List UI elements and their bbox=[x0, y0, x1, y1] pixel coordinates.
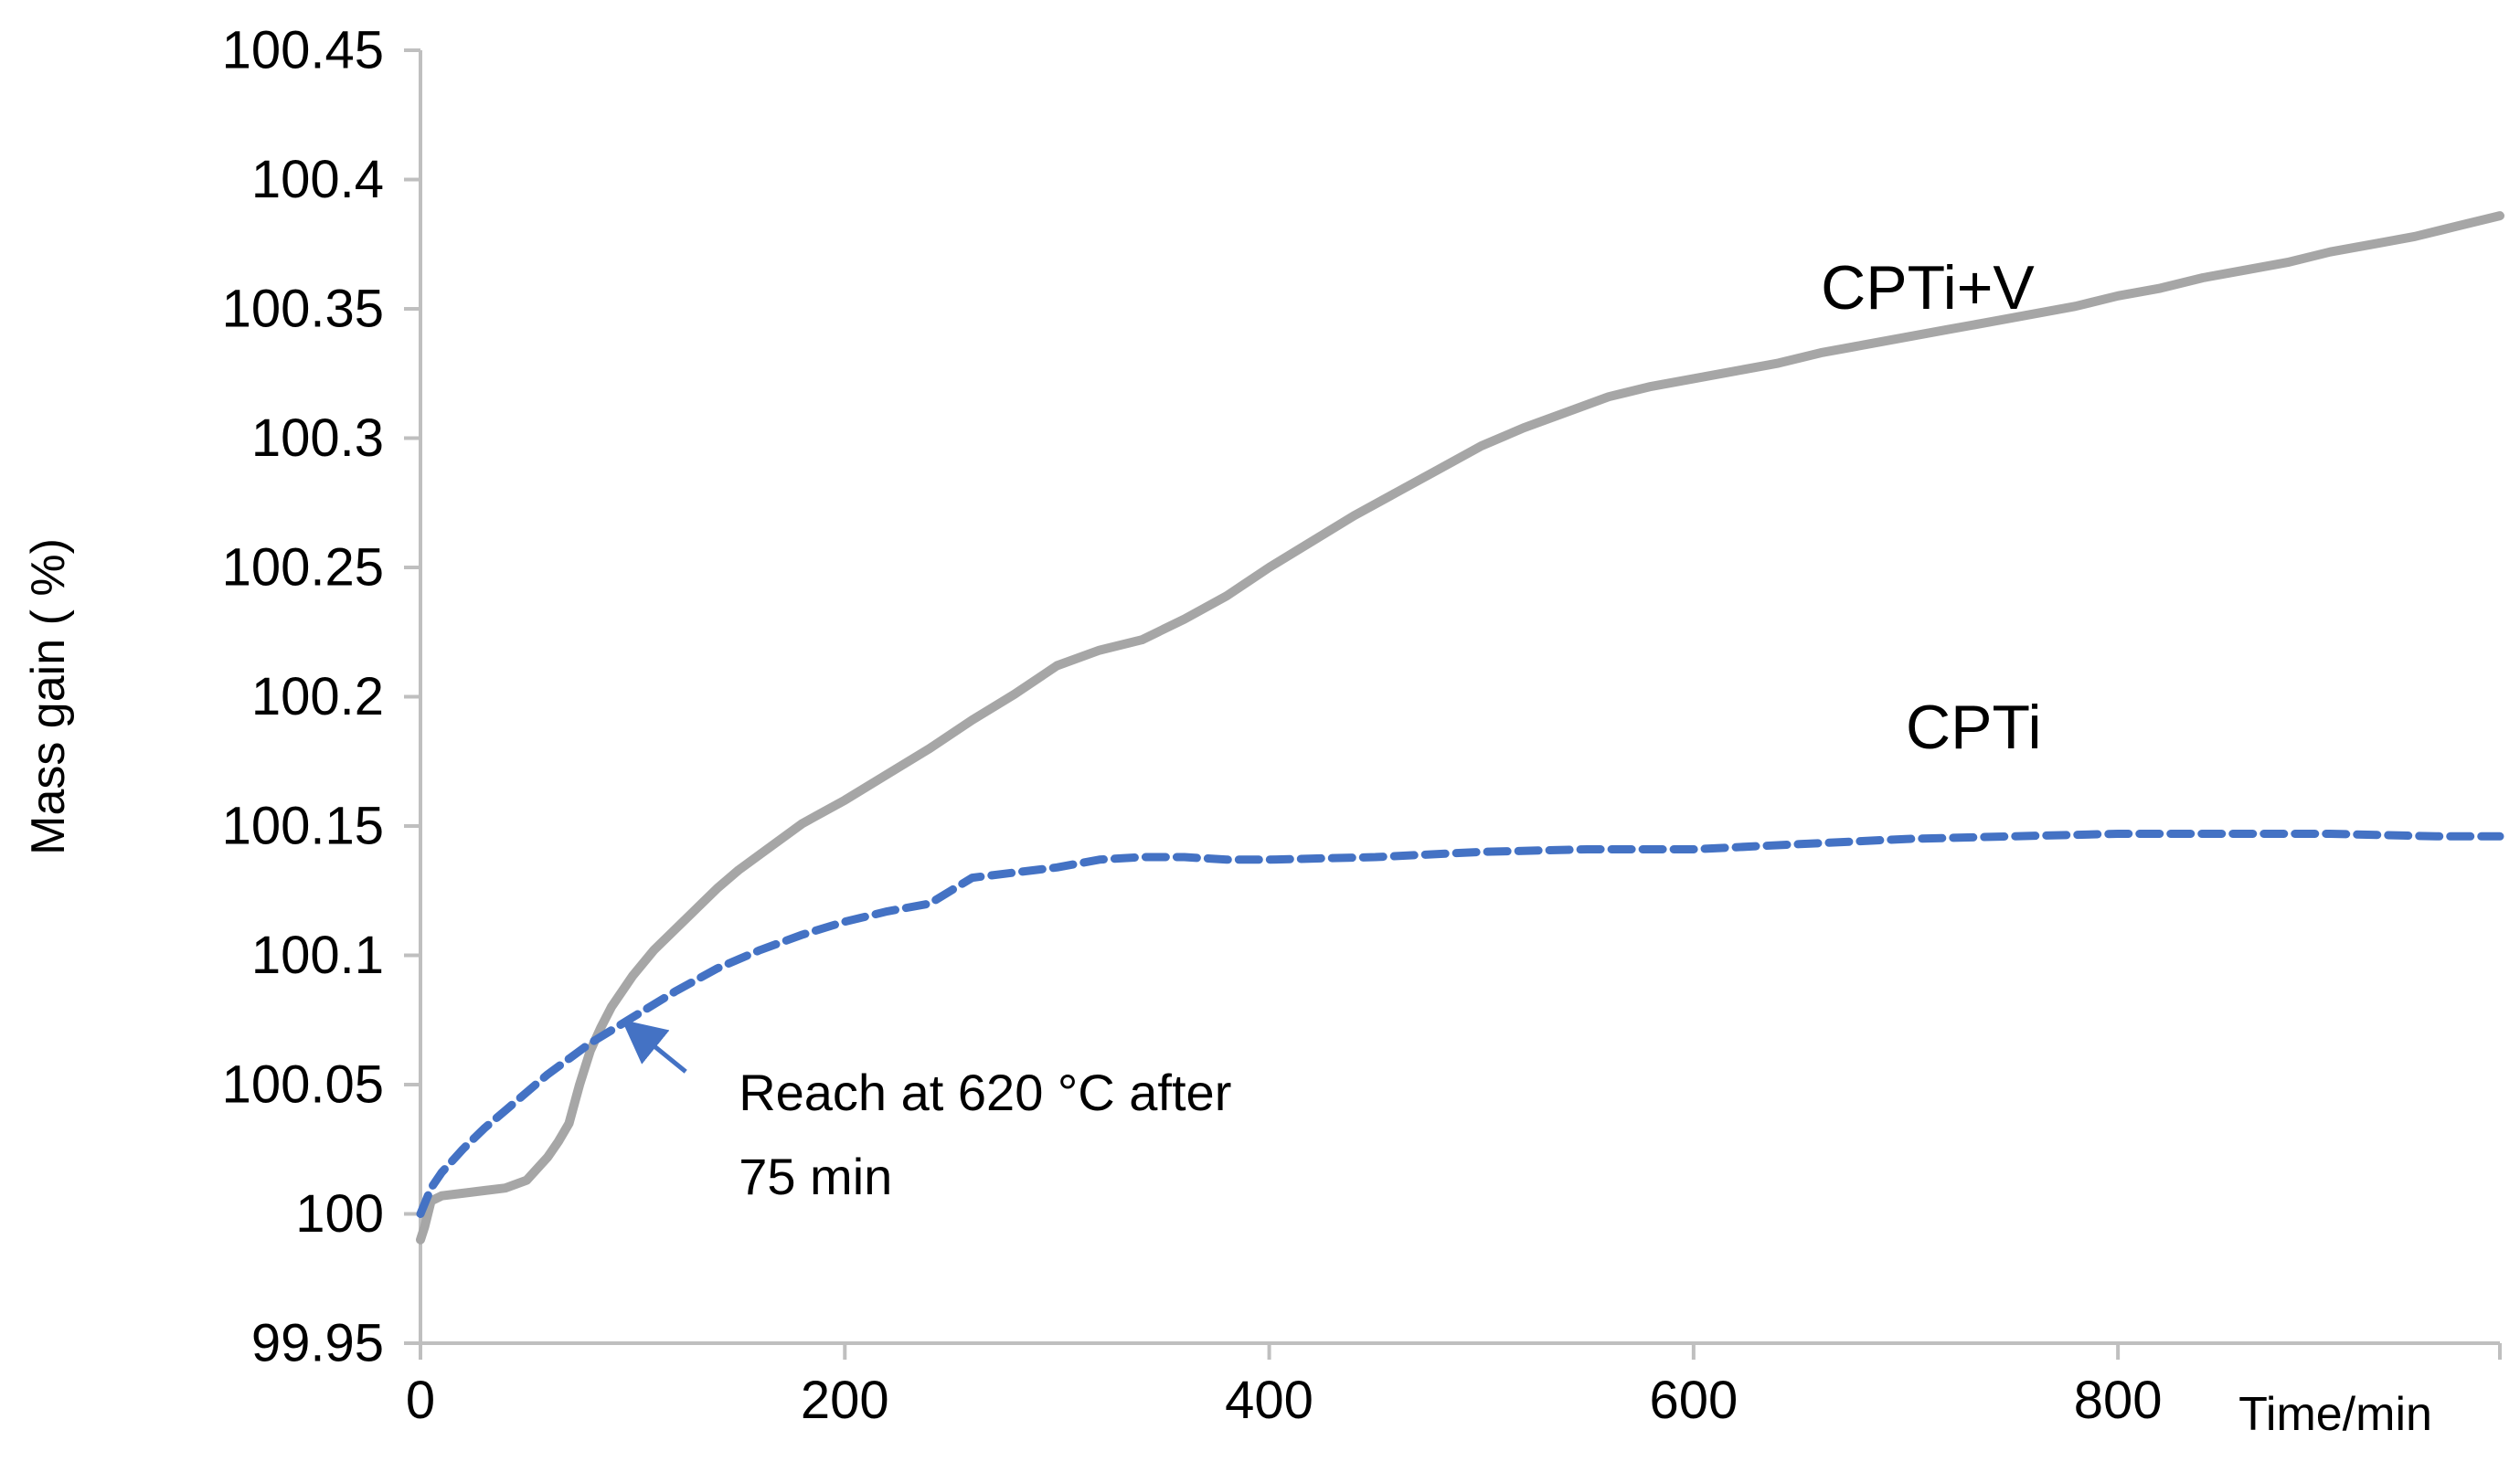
y-tick-label: 100.4 bbox=[251, 150, 384, 209]
series-label-cpti: CPTi bbox=[1906, 693, 2042, 762]
series-line-cpti-v bbox=[416, 211, 2504, 1245]
y-tick-label: 100.35 bbox=[222, 280, 384, 339]
callout-arrow bbox=[622, 1019, 687, 1074]
y-tick-label: 100.3 bbox=[251, 408, 384, 468]
callout-text-line: 75 min bbox=[739, 1148, 892, 1205]
axes bbox=[404, 48, 2502, 1360]
labels: 99.95 100 100.05 100.1 100.15 100.2 100.25 100.… bbox=[22, 21, 2432, 1442]
x-tick-label: 200 bbox=[801, 1371, 889, 1430]
callout-text-line: Reach at 620 °C after bbox=[739, 1064, 1231, 1121]
y-tick-label: 100.1 bbox=[251, 926, 384, 985]
y-axis-title: Mass gain ( %) bbox=[22, 538, 75, 855]
series-label-cpti-v: CPTi+V bbox=[1821, 253, 2035, 323]
y-tick-label: 100.15 bbox=[222, 797, 384, 856]
x-tick-label: 400 bbox=[1225, 1371, 1313, 1430]
y-tick-label: 100.2 bbox=[251, 667, 384, 726]
y-tick-label: 99.95 bbox=[251, 1314, 384, 1373]
series-lines bbox=[416, 211, 2504, 1245]
x-tick-label: 0 bbox=[406, 1371, 435, 1430]
x-axis-title: Time/min bbox=[2238, 1388, 2432, 1441]
x-tick-label: 800 bbox=[2074, 1371, 2163, 1430]
y-tick-label: 100.25 bbox=[222, 538, 384, 598]
x-tick-label: 600 bbox=[1649, 1371, 1738, 1430]
y-tick-label: 100.05 bbox=[222, 1055, 384, 1115]
y-tick-label: 100.45 bbox=[222, 21, 384, 80]
series-line-cpti bbox=[416, 830, 2504, 1218]
y-tick-label: 100 bbox=[295, 1184, 384, 1244]
